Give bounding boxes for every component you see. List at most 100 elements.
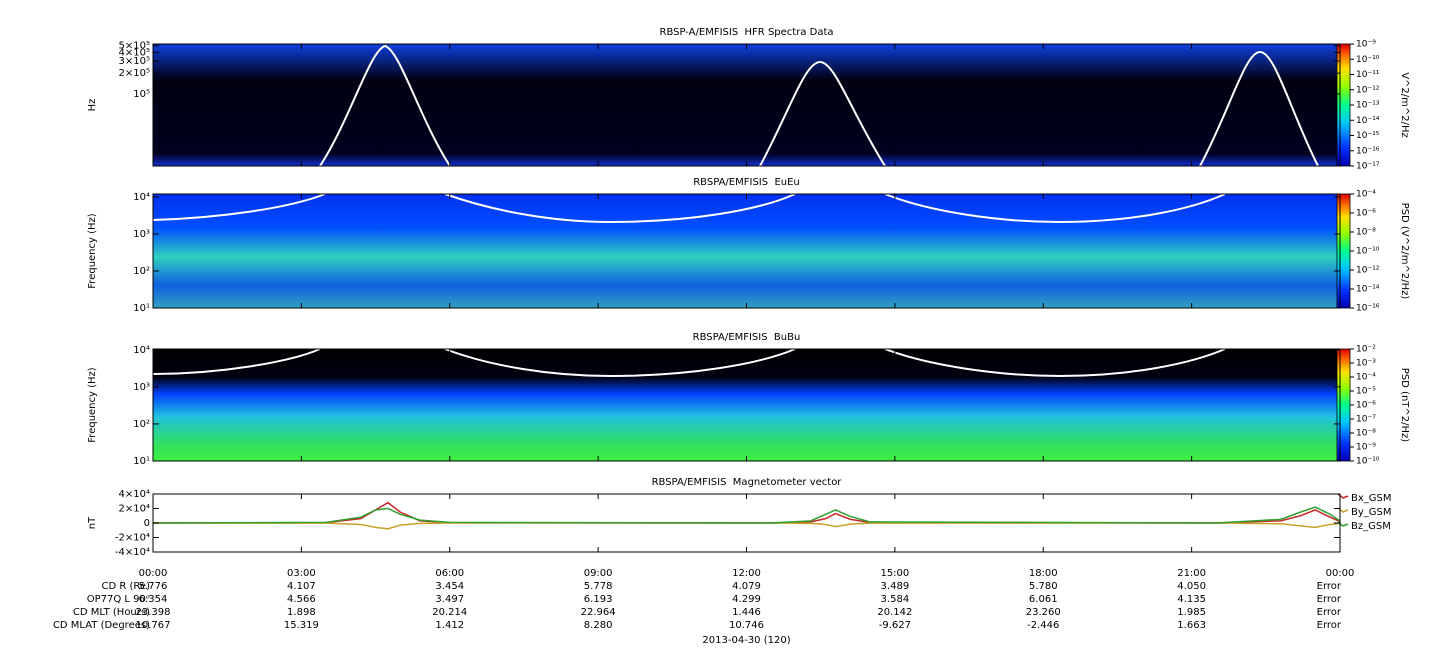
x-tick-label: 12:00 [732, 568, 761, 579]
colorbar-tick-label: 10⁻⁶ [1356, 401, 1376, 411]
ephemeris-value: 1.412 [435, 620, 464, 631]
colorbar-tick-label: 10⁻¹⁰ [1356, 55, 1380, 65]
ephemeris-value: 6.061 [1029, 594, 1058, 605]
y-tick-label: 3×10⁵ [119, 56, 150, 67]
y-tick-label: 10¹ [133, 456, 150, 467]
ephemeris-value: 10.767 [136, 620, 171, 631]
colorbar-tick-label: 10⁻¹² [1356, 266, 1380, 276]
y-tick-label: 10³ [133, 382, 150, 393]
ephemeris-value: 4.050 [1177, 581, 1206, 592]
x-tick-label: 15:00 [880, 568, 909, 579]
ephemeris-value: 1.985 [1177, 607, 1206, 618]
colorbar-tick-label: 10⁻¹² [1356, 85, 1380, 95]
x-tick-label: 09:00 [584, 568, 613, 579]
legend-label: By_GSM [1351, 507, 1392, 518]
curve [152, 348, 1226, 378]
x-axis-label: 2013-04-30 (120) [702, 635, 790, 646]
y-axis-label: Hz [87, 99, 98, 112]
y-tick-label: 10⁴ [133, 345, 150, 356]
legend-label: Bx_GSM [1351, 493, 1392, 504]
colorbar-tick-label: 10⁻¹⁴ [1356, 285, 1380, 295]
y-tick-label: -2×10⁴ [115, 533, 150, 544]
ephemeris-value: 1.898 [287, 607, 316, 618]
spectrogram-image [153, 349, 1340, 461]
curve [152, 193, 1226, 224]
series-line [152, 506, 1341, 524]
colorbar [1336, 193, 1351, 309]
x-tick-label: 18:00 [1029, 568, 1058, 579]
series-line [152, 522, 1341, 530]
y-tick-label: 4×10⁵ [119, 47, 150, 58]
ephemeris-label: CD MLT (Hours) [73, 607, 150, 618]
spectrogram-image [153, 194, 1340, 308]
ephemeris-value: 4.135 [1177, 594, 1206, 605]
series-line [152, 501, 1341, 524]
colorbar-tick-label: 10⁻⁴ [1356, 373, 1376, 383]
colorbar-tick-label: 10⁻⁴ [1356, 190, 1376, 200]
y-tick-label: 2×10⁵ [119, 68, 150, 79]
y-tick-label: 2×10⁴ [119, 504, 150, 515]
ephemeris-value: 6.354 [139, 594, 168, 605]
ephemeris-value: 10.746 [729, 620, 764, 631]
y-axis-label: Frequency (Hz) [87, 367, 98, 443]
y-tick-label: 5×10⁵ [119, 41, 150, 52]
colorbar-label: PSD (V^2/m^2/Hz) [1399, 203, 1410, 300]
ephemeris-value: -9.627 [879, 620, 911, 631]
ephemeris-value: 4.107 [287, 581, 316, 592]
ephemeris-value: 4.079 [732, 581, 761, 592]
panel-title: RBSP-A/EMFISIS HFR Spectra Data [660, 27, 834, 38]
colorbar-tick-label: 10⁻⁸ [1356, 228, 1376, 238]
spectrogram-images [152, 44, 1340, 461]
curve [319, 44, 1319, 167]
y-tick-label: 10¹ [133, 303, 150, 314]
ephemeris-value: 4.566 [287, 594, 316, 605]
ephemeris-value: 3.497 [435, 594, 464, 605]
colorbar-tick-label: 10⁻⁹ [1356, 40, 1376, 50]
colorbar-tick-label: 10⁻⁶ [1356, 209, 1376, 219]
ephemeris-value: -2.446 [1027, 620, 1059, 631]
colorbar-label: V^2/m^2/Hz [1399, 72, 1410, 138]
y-tick-label: -4×10⁴ [115, 547, 150, 558]
panel-title: RBSPA/EMFISIS EuEu [693, 177, 800, 188]
y-tick-label: 10⁵ [133, 89, 150, 100]
ephemeris-value: 15.319 [284, 620, 319, 631]
ephemeris-value: 5.780 [1029, 581, 1058, 592]
x-tick-label: 00:00 [1326, 568, 1355, 579]
colorbar-tick-label: 10⁻⁷ [1356, 415, 1376, 425]
ephemeris-value: 3.584 [881, 594, 910, 605]
y-tick-label: 10² [133, 419, 150, 430]
y-tick-label: 10⁴ [133, 192, 150, 203]
y-tick-label: 10² [133, 266, 150, 277]
colorbar-tick-label: 10⁻¹⁵ [1356, 131, 1380, 141]
ephemeris-label: OP77Q L 90ᵒ [87, 594, 150, 605]
ephemeris-label: CD R (Re) [102, 581, 151, 592]
x-tick-label: 03:00 [287, 568, 316, 579]
ephemeris-value: 5.778 [584, 581, 613, 592]
colorbar-tick-label: 10⁻¹³ [1356, 101, 1380, 111]
ephemeris-value: 4.299 [732, 594, 761, 605]
ephemeris-value: Error [1317, 581, 1342, 592]
ephemeris-value: 1.663 [1177, 620, 1206, 631]
x-tick-label: 00:00 [139, 568, 168, 579]
ephemeris-value: 20.214 [432, 607, 467, 618]
ephemeris-value: 5.776 [139, 581, 168, 592]
ephemeris-value: 8.280 [584, 620, 613, 631]
ephemeris-value: 20.142 [877, 607, 912, 618]
colorbar-tick-label: 10⁻¹⁰ [1356, 247, 1380, 257]
colorbar-tick-label: 10⁻¹¹ [1356, 70, 1380, 80]
x-tick-label: 21:00 [1177, 568, 1206, 579]
ephemeris-value: Error [1317, 594, 1342, 605]
colorbar-tick-label: 10⁻² [1356, 345, 1376, 355]
colorbar [1336, 43, 1351, 167]
ephemeris-value: 3.454 [435, 581, 464, 592]
colorbar-tick-label: 10⁻⁸ [1356, 429, 1376, 439]
ephemeris-value: 3.489 [881, 581, 910, 592]
colorbar-tick-label: 10⁻³ [1356, 359, 1376, 369]
colorbar-tick-label: 10⁻¹⁷ [1356, 162, 1380, 172]
y-tick-label: 4×10⁴ [119, 489, 150, 500]
ephemeris-value: 6.193 [584, 594, 613, 605]
ephemeris-value: 23.398 [136, 607, 171, 618]
ephemeris-value: 22.964 [581, 607, 616, 618]
y-tick-label: 10³ [133, 229, 150, 240]
